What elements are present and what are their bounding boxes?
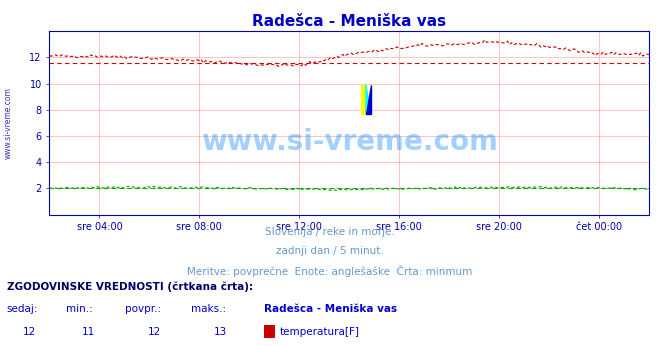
Bar <box>361 85 366 113</box>
Text: Meritve: povprečne  Enote: anglešaške  Črta: minmum: Meritve: povprečne Enote: anglešaške Črt… <box>187 265 472 277</box>
Text: www.si-vreme.com: www.si-vreme.com <box>3 87 13 159</box>
Text: Slovenija / reke in morje.: Slovenija / reke in morje. <box>264 227 395 237</box>
Text: ZGODOVINSKE VREDNOSTI (črtkana črta):: ZGODOVINSKE VREDNOSTI (črtkana črta): <box>7 282 252 292</box>
Text: www.si-vreme.com: www.si-vreme.com <box>201 128 498 156</box>
Text: min.:: min.: <box>66 304 93 315</box>
Title: Radešca - Meniška vas: Radešca - Meniška vas <box>252 13 446 29</box>
Text: povpr.:: povpr.: <box>125 304 161 315</box>
Text: Radešca - Meniška vas: Radešca - Meniška vas <box>264 304 397 315</box>
Polygon shape <box>366 85 370 113</box>
Text: temperatura[F]: temperatura[F] <box>280 327 360 337</box>
Polygon shape <box>366 85 370 113</box>
Text: 12: 12 <box>23 327 36 337</box>
Text: sedaj:: sedaj: <box>7 304 38 315</box>
Text: maks.:: maks.: <box>191 304 226 315</box>
Text: 12: 12 <box>148 327 161 337</box>
Text: zadnji dan / 5 minut.: zadnji dan / 5 minut. <box>275 246 384 256</box>
Text: 11: 11 <box>82 327 96 337</box>
Text: 13: 13 <box>214 327 227 337</box>
